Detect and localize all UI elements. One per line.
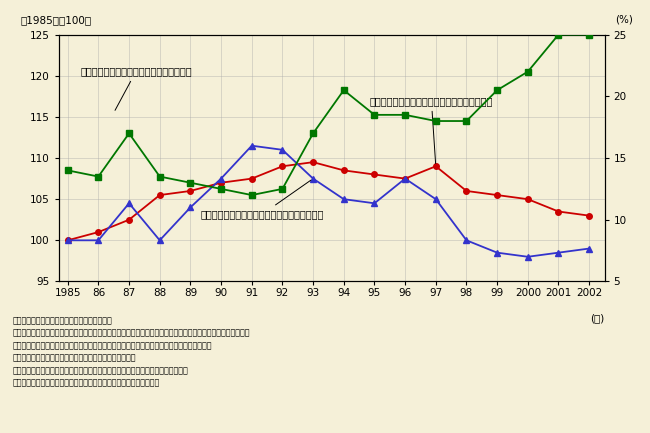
Text: （1985年＝100）: （1985年＝100） xyxy=(20,15,92,25)
Text: 消費支出（住宅ローンのある世帯）（左目盛）: 消費支出（住宅ローンのある世帯）（左目盛） xyxy=(200,180,324,219)
Text: (年): (年) xyxy=(590,313,605,323)
Text: （備考）１．総務省「家計調査」により作成。
　２．全国・勤労者世帯における１世帯の１か月当たりの消費支出及び可処分所得に占める住宅ローン返済額の
　　推移。住宅: （備考）１．総務省「家計調査」により作成。 ２．全国・勤労者世帯における１世帯の… xyxy=(13,316,250,388)
Text: 消費支出（住宅ローンのない世帯）（左目盛）: 消費支出（住宅ローンのない世帯）（左目盛） xyxy=(370,96,493,164)
Text: (%): (%) xyxy=(616,15,633,25)
Text: 住宅ローン返済額／可処分所得（右目盛）: 住宅ローン返済額／可処分所得（右目盛） xyxy=(81,66,192,110)
